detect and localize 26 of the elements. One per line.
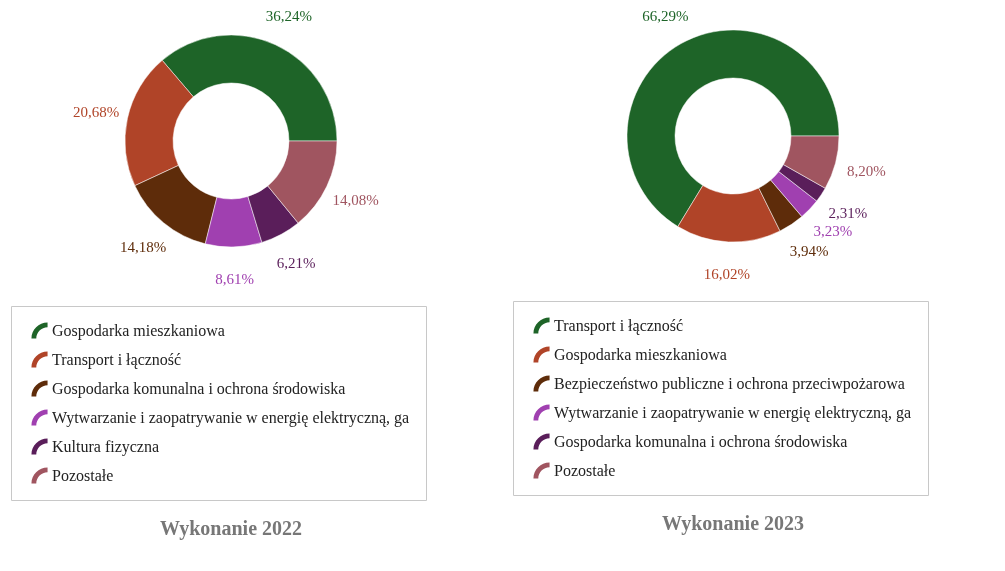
legend-label: Wytwarzanie i zaopatrywanie w energię elektryczną, ga (52, 408, 410, 427)
data-label: 8,20% (847, 163, 886, 180)
data-label: 3,23% (813, 223, 853, 240)
legend-label: Transport i łączność (52, 350, 182, 369)
data-label: 20,68% (73, 103, 120, 120)
legend-label: Gospodarka mieszkaniowa (52, 321, 225, 340)
legend-label: Wytwarzanie i zaopatrywanie w energię elektryczną, ga (554, 403, 912, 422)
data-label: 66,29% (642, 7, 689, 24)
legend-label: Pozostałe (52, 466, 114, 484)
data-label: 3,94% (789, 243, 829, 260)
data-label: 16,02% (703, 265, 751, 282)
legend-label: Kultura fizyczna (52, 437, 160, 456)
data-label: 14,18% (119, 239, 167, 256)
data-label: 6,21% (276, 254, 316, 271)
legend-label: Gospodarka mieszkaniowa (554, 345, 727, 364)
legend-label: Gospodarka komunalna i ochrona środowiska (554, 432, 848, 451)
legend-label: Transport i łączność (554, 316, 684, 335)
data-label: 8,61% (215, 270, 254, 287)
text: Wykonanie 2022 (159, 516, 303, 540)
text: Wykonanie 2023 (661, 511, 805, 535)
data-label: 36,24% (265, 7, 312, 24)
data-label: 2,31% (828, 204, 868, 221)
legend-label: Gospodarka komunalna i ochrona środowiska (52, 379, 346, 398)
legend-label: Pozostałe (554, 461, 616, 479)
legend-label: Bezpieczeństwo publiczne i ochrona przeciwpożarowa (554, 374, 905, 393)
data-label: 14,08% (332, 192, 379, 209)
